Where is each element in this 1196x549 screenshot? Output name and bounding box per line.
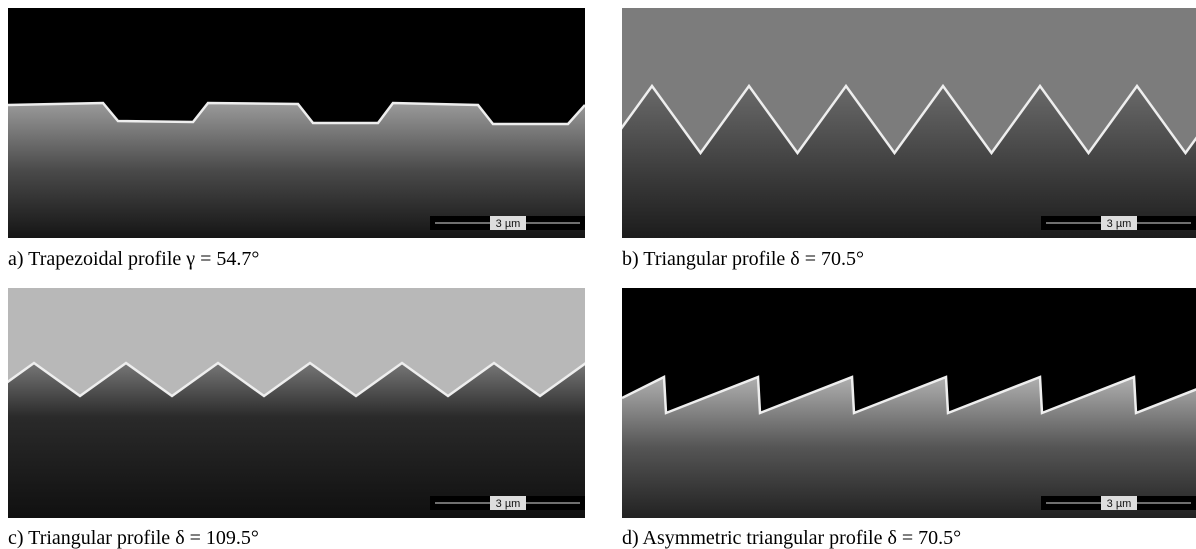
scale-bar: 3 µm (430, 216, 585, 230)
caption: a) Trapezoidal profile γ = 54.7° (8, 248, 259, 271)
scale-bar-label: 3 µm (496, 218, 521, 230)
scale-bar-label: 3 µm (1107, 218, 1132, 230)
sem-image: 3 µm (622, 288, 1196, 518)
scale-bar: 3 µm (430, 496, 585, 510)
sem-image: 3 µm (8, 288, 585, 518)
scale-bar: 3 µm (1041, 496, 1196, 510)
caption: d) Asymmetric triangular profile δ = 70.… (622, 527, 961, 549)
caption: c) Triangular profile δ = 109.5° (8, 527, 259, 549)
scale-bar: 3 µm (1041, 216, 1196, 230)
sem-image: 3 µm (8, 8, 585, 238)
scale-bar-label: 3 µm (1107, 498, 1132, 510)
sem-image: 3 µm (622, 8, 1196, 238)
figure: 3 µm a) Trapezoidal profile γ = 54.7° 3 … (0, 0, 1196, 549)
caption: b) Triangular profile δ = 70.5° (622, 248, 864, 271)
scale-bar-label: 3 µm (496, 498, 521, 510)
